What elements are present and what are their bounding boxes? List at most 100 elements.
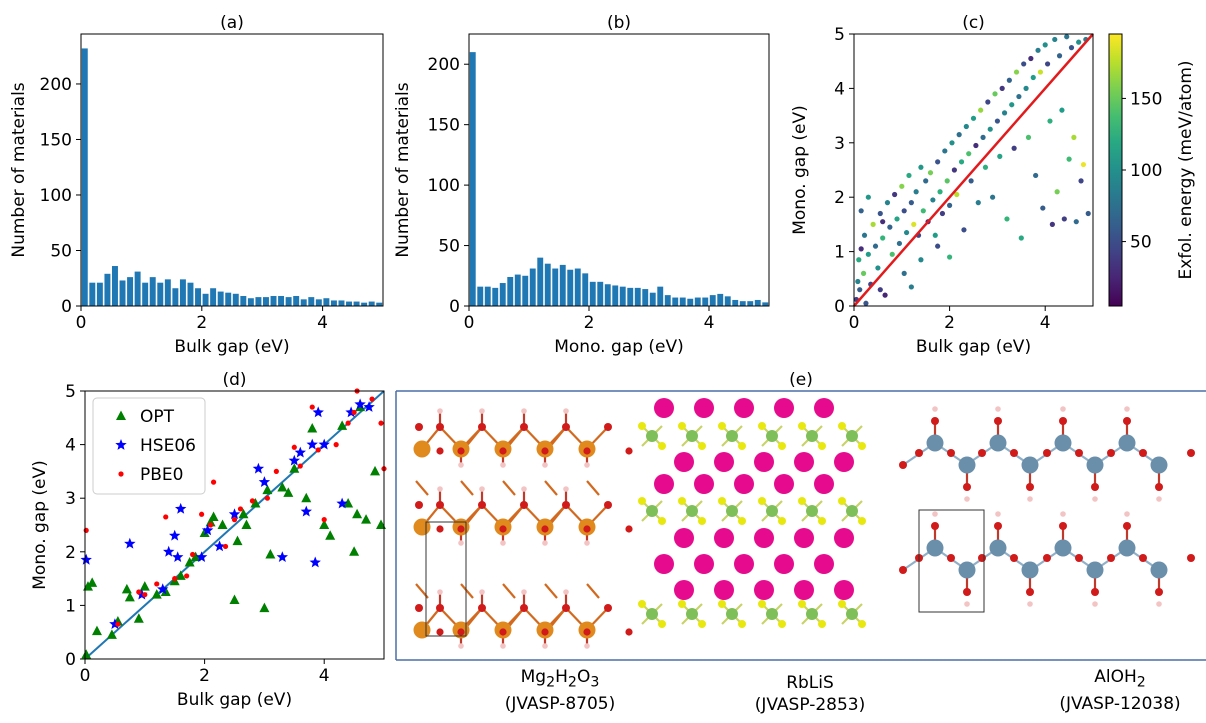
h-atom: [932, 406, 938, 412]
y-axis-label: Mono. gap (eV): [30, 460, 50, 590]
scatter-point: [903, 229, 910, 236]
scatter-point-opt: [199, 527, 210, 538]
rb-atom: [834, 452, 854, 472]
scatter-point: [954, 191, 960, 198]
scatter-point: [937, 189, 943, 195]
colorbar-label: Exfol. energy (meV/atom): [1176, 60, 1196, 279]
scatter-point-opt: [265, 548, 276, 559]
legend-marker: [118, 471, 124, 477]
scatter-point: [987, 126, 993, 132]
panel-title: (e): [789, 370, 813, 390]
h-atom: [458, 540, 464, 546]
scatter-point: [970, 115, 977, 121]
o-atom: [436, 628, 444, 636]
rb-atom: [754, 528, 774, 548]
histogram-bar: [747, 301, 754, 306]
scatter-point-hse06: [213, 540, 226, 552]
y-tick-label: 1: [65, 596, 76, 616]
histogram-bar: [210, 288, 217, 306]
scatter-point-hse06: [169, 529, 181, 541]
histogram-bar: [263, 297, 269, 306]
scatter-point: [863, 300, 869, 306]
histogram-bar: [567, 269, 574, 306]
scatter-point-hse06: [195, 551, 208, 562]
jvasp-id: (JVASP-12038): [1059, 694, 1181, 715]
h-atom: [1124, 406, 1130, 412]
x-tick-label: 0: [80, 666, 91, 686]
scatter-point-hse06: [336, 497, 348, 509]
o-atom: [520, 501, 528, 509]
histogram-bar: [657, 286, 664, 306]
histogram-bar: [104, 273, 111, 306]
scatter-point-pbe0: [249, 498, 256, 504]
h-atom: [563, 408, 569, 414]
h-atom: [437, 589, 443, 595]
o-atom: [436, 447, 444, 455]
li-atom: [726, 505, 738, 517]
al-atom: [1054, 539, 1072, 557]
rb-atom: [654, 474, 674, 494]
legend-marker: [115, 439, 127, 450]
histogram-bar: [469, 52, 476, 307]
scatter-point-opt: [289, 463, 300, 473]
y-tick-label: 0: [834, 297, 845, 317]
scatter-point: [865, 251, 871, 257]
axes-frame: [84, 390, 385, 660]
y-tick-label: 50: [50, 241, 72, 261]
panel-d-scatter: 0 2 4 0 1 2 3 4 5 (d) Bulk gap (eV) Mono. gap (eV) O…: [30, 370, 387, 710]
scatter-point: [918, 257, 924, 263]
h-atom: [584, 643, 590, 649]
scatter-point: [1056, 53, 1063, 59]
layer-bond: [460, 480, 474, 496]
scatter-point: [992, 91, 998, 97]
scatter-point: [901, 208, 907, 214]
scatter-point-hse06: [157, 583, 169, 595]
histogram-bar: [709, 295, 716, 306]
y-tick-label: 3: [834, 134, 845, 154]
histogram-bar: [361, 302, 368, 306]
scatter-point-opt: [91, 625, 102, 636]
colorbar-tick-label: 50: [1130, 233, 1152, 253]
histogram-bar: [732, 299, 739, 306]
h-atom: [995, 511, 1001, 517]
scatter-point-opt: [175, 570, 186, 580]
histogram-bar: [492, 287, 499, 306]
histogram-bar: [702, 297, 709, 306]
h-atom: [479, 408, 485, 414]
scatter-point: [975, 200, 981, 206]
histogram-bar: [552, 268, 559, 306]
scatter-point: [1068, 45, 1075, 51]
scatter-point: [1001, 110, 1008, 116]
scatter-point-pbe0: [136, 589, 142, 595]
scatter-point: [978, 107, 984, 113]
rb-atom: [814, 554, 834, 574]
histogram-bar: [642, 289, 649, 306]
scatter-point-opt: [81, 649, 92, 659]
o-atom: [1139, 449, 1147, 457]
h-atom: [1156, 496, 1162, 502]
histogram-bar: [649, 292, 656, 306]
al-atom: [1118, 539, 1136, 557]
x-axis-label: Bulk gap (eV): [916, 337, 1031, 357]
reference-line: [853, 33, 1094, 307]
formula-mg2h2o3: Mg2H2O3: [520, 667, 600, 691]
o-atom: [541, 447, 549, 455]
histogram-bar: [739, 301, 746, 306]
mg-atom: [413, 440, 431, 458]
scatter-point: [889, 251, 895, 257]
h-atom: [584, 462, 590, 468]
scatter-point-hse06: [276, 551, 288, 562]
mg-atom: [413, 518, 431, 536]
histogram-bar: [255, 297, 262, 306]
x-axis-label: Bulk gap (eV): [174, 337, 289, 357]
scatter-point: [1044, 61, 1051, 67]
y-tick-label: 5: [834, 25, 845, 45]
layer-bond: [415, 480, 429, 496]
layer-bond: [502, 480, 516, 496]
scatter-point-opt: [361, 514, 372, 524]
scatter-point-hse06: [124, 537, 136, 549]
h-atom: [1060, 406, 1066, 412]
h-atom: [1156, 601, 1162, 607]
scatter-point-pbe0: [210, 479, 217, 485]
